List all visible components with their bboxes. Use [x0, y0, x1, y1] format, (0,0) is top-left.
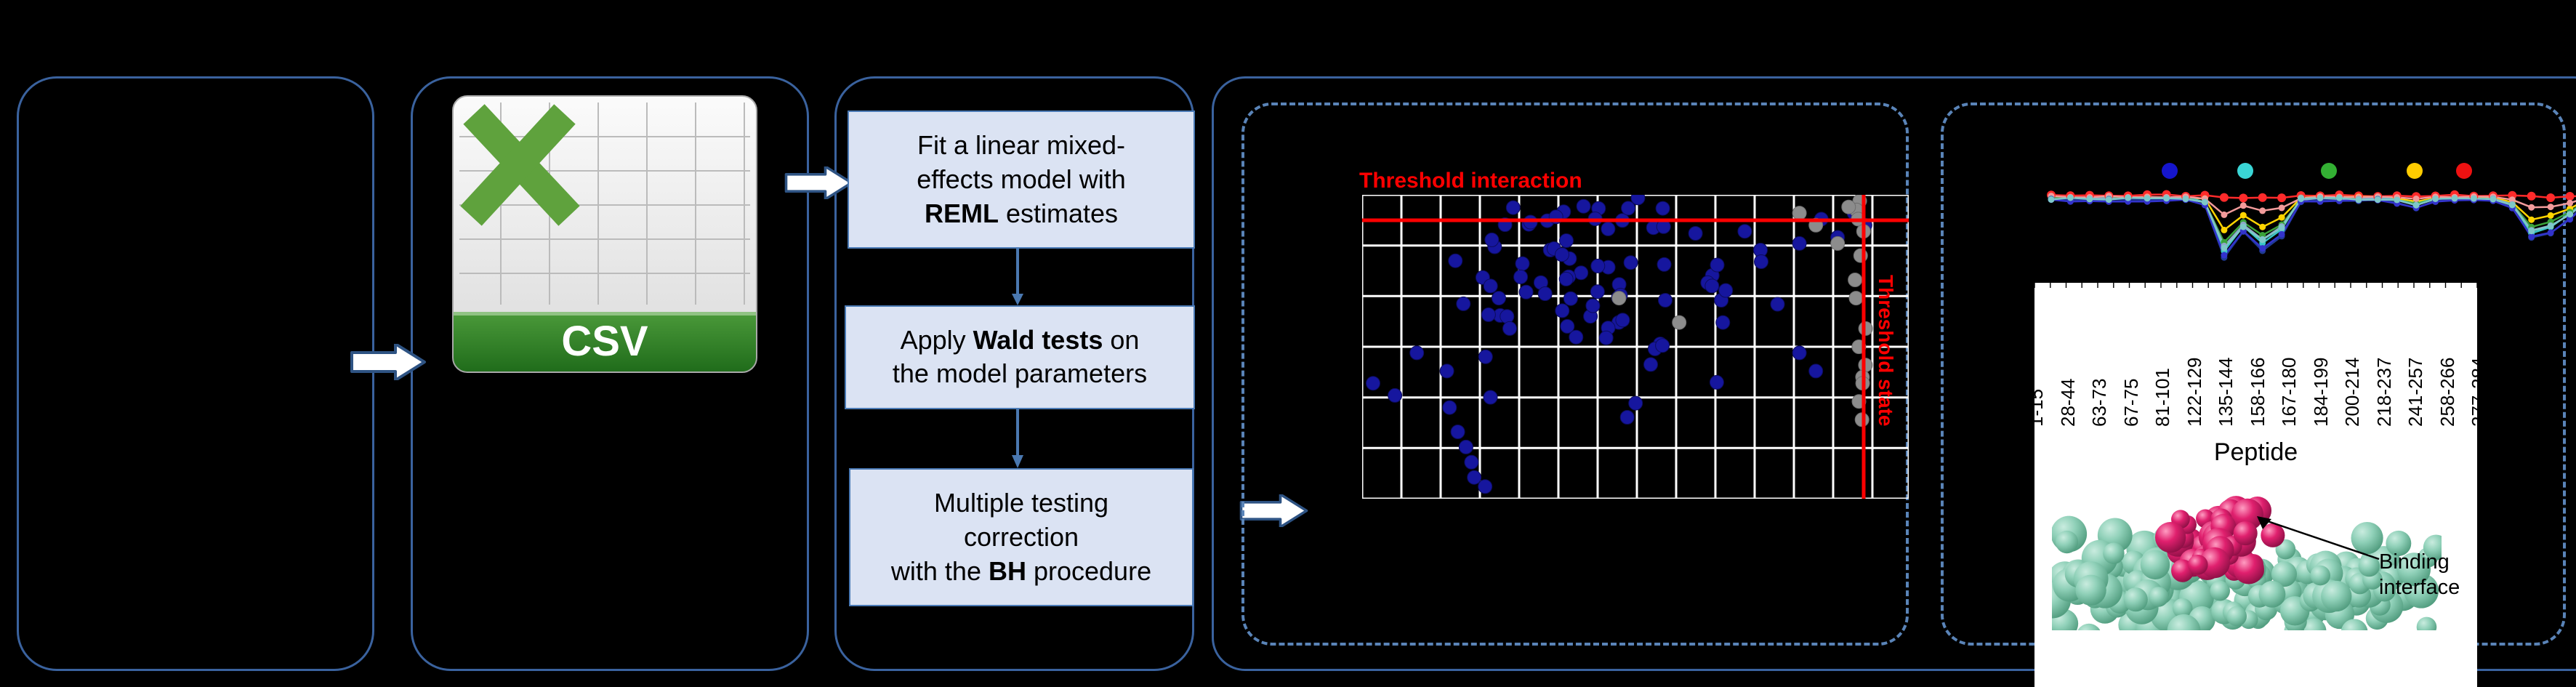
svg-text:CSV: CSV — [561, 318, 648, 365]
